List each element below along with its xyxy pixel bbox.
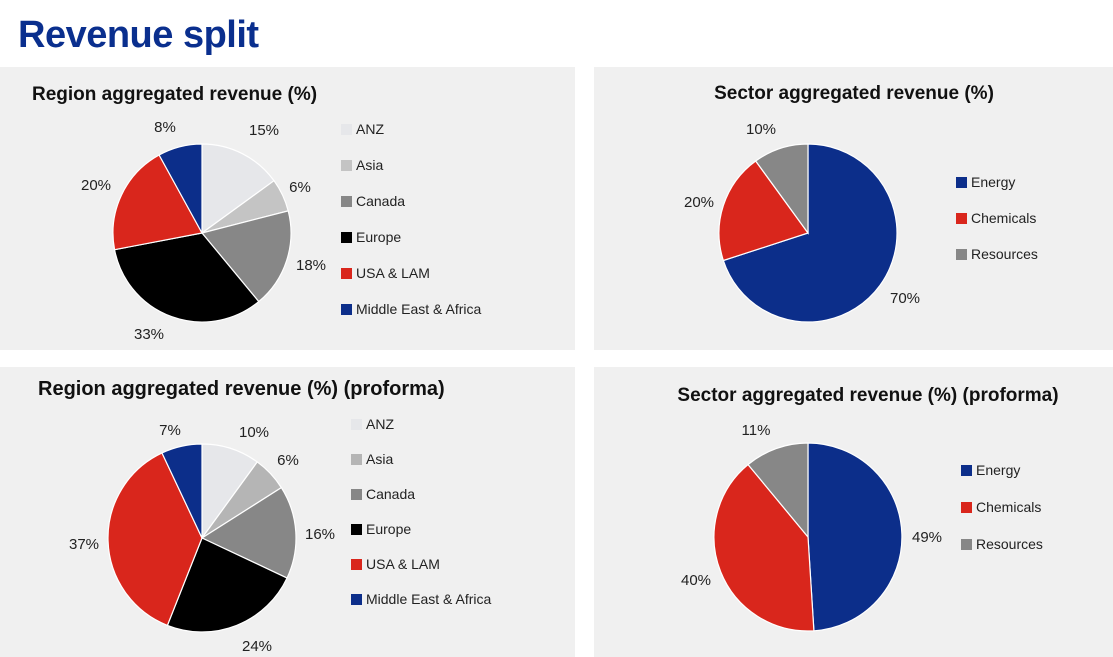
legend-label-energy: Energy [976,462,1020,478]
data-label-energy: 49% [912,529,942,546]
region-revenue-proforma-chart: Region aggregated revenue (%) (proforma)… [0,367,575,657]
pie-slice-energy [722,143,898,323]
pie-slice-usa-lam [112,154,203,251]
chart-title: Region aggregated revenue (%) [32,84,317,105]
pie-slice-anz [201,143,275,235]
legend-swatch-resources [956,249,967,260]
legend-label-chemicals: Chemicals [976,499,1041,515]
data-label-chemicals: 40% [681,572,711,589]
legend-swatch-anz [341,124,352,135]
pie-slice-canada [200,486,297,579]
legend-label-middle-east-africa: Middle East & Africa [356,301,481,317]
data-label-canada: 18% [296,257,326,274]
sector-revenue-proforma-pie: Sector aggregated revenue (%) (proforma)… [677,385,1059,632]
data-label-europe: 24% [242,638,272,655]
legend-label-anz: ANZ [366,416,394,432]
legend-swatch-usa-lam [351,559,362,570]
data-label-canada: 16% [305,526,335,543]
data-label-anz: 10% [239,424,269,441]
legend-swatch-anz [351,419,362,430]
legend-swatch-resources [961,539,972,550]
pie-slice-usa-lam [107,452,203,627]
legend-swatch-energy [961,465,972,476]
data-label-middle-east-africa: 7% [159,422,181,439]
pie-slice-energy [807,442,903,632]
data-label-asia: 6% [289,179,311,196]
sector-revenue-proforma-chart: Sector aggregated revenue (%) (proforma)… [594,367,1113,657]
pie-slice-europe [113,232,260,323]
sector-revenue-pie: Sector aggregated revenue (%) 70% Energy 20… [684,83,1038,323]
legend-swatch-asia [351,454,362,465]
region-revenue-pie: Region aggregated revenue (%) 15% ANZ 6% Asi… [32,84,481,343]
data-label-usa-lam: 37% [69,536,99,553]
legend-swatch-energy [956,177,967,188]
region-revenue-proforma-pie: Region aggregated revenue (%) (proforma)… [38,378,491,655]
pie-slice-middle-east-africa [158,143,203,234]
legend-label-usa-lam: USA & LAM [366,556,440,572]
chart-title: Sector aggregated revenue (%) [714,83,994,104]
legend-label-canada: Canada [366,486,415,502]
legend-swatch-europe [341,232,352,243]
legend-label-chemicals: Chemicals [971,210,1036,226]
legend-label-europe: Europe [356,229,401,245]
legend-label-energy: Energy [971,174,1015,190]
page-title: Revenue split [18,14,259,56]
legend-label-canada: Canada [356,193,405,209]
sector-revenue-chart: Sector aggregated revenue (%) 70% Energy 20… [594,67,1113,350]
region-revenue-chart: Region aggregated revenue (%) 15% ANZ 6% Asi… [0,67,575,350]
pie-slice-resources [747,442,809,539]
pie-slice-middle-east-africa [161,443,203,539]
legend-swatch-europe [351,524,362,535]
data-label-resources: 10% [746,121,776,138]
legend-label-resources: Resources [971,246,1038,262]
data-label-middle-east-africa: 8% [154,119,176,136]
data-label-europe: 33% [134,326,164,343]
legend-label-anz: ANZ [356,121,384,137]
legend-label-middle-east-africa: Middle East & Africa [366,591,491,607]
legend-label-asia: Asia [356,157,383,173]
data-label-energy: 70% [890,290,920,307]
legend-label-usa-lam: USA & LAM [356,265,430,281]
legend-swatch-usa-lam [341,268,352,279]
legend-swatch-asia [341,160,352,171]
data-label-asia: 6% [277,452,299,469]
pie-slice-resources [754,143,809,235]
legend-label-asia: Asia [366,451,393,467]
legend-label-europe: Europe [366,521,411,537]
data-label-anz: 15% [249,122,279,139]
legend-swatch-chemicals [961,502,972,513]
data-label-chemicals: 20% [684,194,714,211]
chart-title: Sector aggregated revenue (%) (proforma) [677,385,1058,406]
legend-label-resources: Resources [976,536,1043,552]
legend-swatch-middle-east-africa [341,304,352,315]
pie-slice-chemicals [713,463,815,632]
legend-swatch-canada [341,196,352,207]
pie-slice-europe [166,537,288,633]
data-label-resources: 11% [742,422,771,439]
data-label-usa-lam: 20% [81,177,111,194]
chart-title: Region aggregated revenue (%) (proforma) [38,378,445,400]
legend-swatch-middle-east-africa [351,594,362,605]
legend-swatch-chemicals [956,213,967,224]
pie-slice-chemicals [718,160,809,262]
legend-swatch-canada [351,489,362,500]
pie-slice-canada [200,210,292,303]
